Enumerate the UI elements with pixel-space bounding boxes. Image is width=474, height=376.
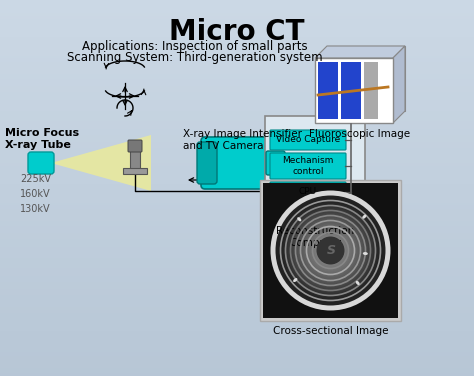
Circle shape	[317, 237, 345, 264]
Ellipse shape	[356, 281, 360, 285]
Polygon shape	[327, 46, 405, 111]
Text: Micro Focus
X-ray Tube: Micro Focus X-ray Tube	[5, 128, 79, 150]
Circle shape	[307, 226, 355, 274]
Polygon shape	[393, 46, 405, 123]
Circle shape	[271, 191, 391, 311]
Circle shape	[282, 202, 380, 300]
Circle shape	[290, 209, 372, 291]
Circle shape	[294, 214, 366, 287]
Circle shape	[275, 196, 385, 305]
Circle shape	[301, 220, 361, 280]
Circle shape	[292, 212, 368, 288]
Circle shape	[328, 249, 332, 253]
Circle shape	[285, 206, 375, 296]
Bar	[263, 183, 398, 318]
FancyBboxPatch shape	[197, 142, 217, 184]
Circle shape	[310, 230, 350, 270]
FancyBboxPatch shape	[270, 153, 346, 179]
FancyBboxPatch shape	[128, 140, 142, 152]
Circle shape	[329, 250, 331, 252]
Circle shape	[322, 243, 338, 259]
Circle shape	[283, 203, 377, 297]
FancyBboxPatch shape	[28, 152, 54, 174]
Circle shape	[300, 220, 362, 282]
Text: Scanning System: Third-generation system: Scanning System: Third-generation system	[67, 51, 323, 64]
Bar	[318, 62, 338, 119]
Text: Micro CT: Micro CT	[169, 18, 305, 46]
Circle shape	[310, 229, 352, 271]
Circle shape	[302, 223, 358, 279]
Circle shape	[323, 244, 337, 258]
Bar	[265, 116, 365, 221]
Circle shape	[301, 221, 359, 279]
Ellipse shape	[362, 215, 366, 219]
Text: S: S	[327, 244, 336, 257]
Text: 225kV
160kV
130kV: 225kV 160kV 130kV	[20, 174, 51, 214]
FancyBboxPatch shape	[270, 130, 346, 150]
Ellipse shape	[297, 217, 301, 221]
Circle shape	[308, 227, 354, 273]
Bar	[364, 62, 378, 119]
Circle shape	[286, 206, 374, 294]
Bar	[260, 180, 401, 321]
FancyBboxPatch shape	[266, 151, 285, 175]
Circle shape	[281, 200, 381, 300]
Circle shape	[284, 205, 376, 297]
Polygon shape	[315, 46, 405, 58]
Circle shape	[306, 226, 356, 276]
Circle shape	[298, 217, 364, 284]
Circle shape	[283, 203, 379, 299]
Circle shape	[289, 209, 373, 293]
Circle shape	[311, 232, 349, 270]
Text: Reconstruction
Computer: Reconstruction Computer	[276, 226, 354, 248]
Text: CPU: CPU	[299, 188, 317, 197]
Circle shape	[326, 246, 336, 256]
Bar	[123, 168, 147, 174]
FancyBboxPatch shape	[201, 137, 271, 189]
Bar	[130, 149, 140, 169]
Circle shape	[325, 244, 337, 256]
Circle shape	[319, 240, 341, 261]
Circle shape	[309, 229, 353, 273]
Circle shape	[291, 211, 371, 291]
Circle shape	[280, 200, 382, 302]
Circle shape	[304, 224, 356, 276]
Circle shape	[327, 247, 335, 255]
Text: Fluoroscopic Image: Fluoroscopic Image	[310, 129, 410, 139]
Circle shape	[317, 237, 345, 264]
Text: Video Capture: Video Capture	[276, 135, 340, 144]
Circle shape	[316, 235, 346, 265]
Circle shape	[292, 211, 370, 290]
FancyBboxPatch shape	[270, 182, 346, 202]
Text: Mechanism
control: Mechanism control	[283, 156, 334, 176]
Circle shape	[321, 241, 339, 259]
Text: Applications: Inspection of small parts: Applications: Inspection of small parts	[82, 40, 308, 53]
Circle shape	[288, 208, 374, 294]
Circle shape	[279, 199, 383, 303]
Ellipse shape	[293, 278, 297, 282]
Circle shape	[312, 232, 348, 268]
Circle shape	[293, 214, 367, 288]
Circle shape	[328, 247, 334, 253]
Circle shape	[295, 215, 365, 285]
Circle shape	[299, 218, 363, 282]
Circle shape	[303, 223, 357, 277]
Circle shape	[320, 241, 340, 261]
Text: Cross-sectional Image: Cross-sectional Image	[273, 326, 388, 336]
Circle shape	[315, 235, 346, 267]
Circle shape	[297, 217, 365, 285]
Bar	[341, 62, 361, 119]
Circle shape	[313, 233, 347, 267]
Bar	[338, 62, 341, 119]
Bar	[315, 58, 393, 123]
Polygon shape	[51, 135, 151, 191]
Ellipse shape	[363, 252, 368, 255]
Circle shape	[318, 238, 344, 264]
Text: X-ray Image Intensifier
and TV Camera: X-ray Image Intensifier and TV Camera	[183, 129, 302, 151]
Circle shape	[319, 238, 343, 262]
